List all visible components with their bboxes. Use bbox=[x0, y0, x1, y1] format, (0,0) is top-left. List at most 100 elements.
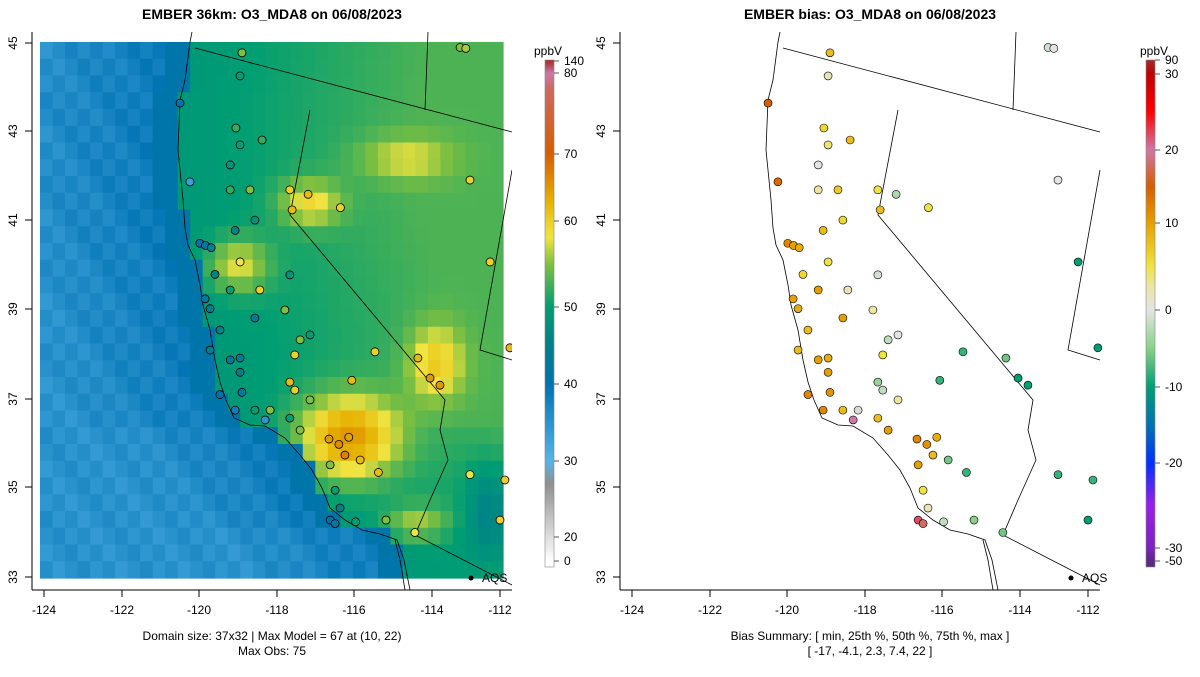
model-cell bbox=[265, 360, 279, 378]
model-cell bbox=[327, 75, 341, 93]
station-marker bbox=[773, 177, 783, 187]
station-marker bbox=[962, 468, 971, 477]
model-cell bbox=[240, 243, 254, 261]
model-cell bbox=[215, 343, 229, 361]
model-cell bbox=[477, 209, 492, 227]
model-cell bbox=[127, 527, 141, 546]
model-cell bbox=[40, 310, 54, 328]
model-cell bbox=[215, 226, 229, 244]
model-cell bbox=[452, 276, 467, 294]
model-cell bbox=[215, 58, 229, 77]
model-cell bbox=[327, 276, 341, 294]
model-cell bbox=[190, 276, 204, 294]
station-marker bbox=[838, 405, 848, 415]
model-cell bbox=[202, 377, 216, 395]
model-cell bbox=[365, 561, 379, 579]
y-tick-label: 35 bbox=[594, 480, 608, 494]
model-cell bbox=[377, 58, 391, 77]
model-cell bbox=[440, 125, 454, 144]
model-cell bbox=[127, 259, 141, 278]
station-marker bbox=[245, 185, 255, 195]
model-cell bbox=[465, 444, 479, 462]
model-cell bbox=[152, 176, 166, 194]
model-cell bbox=[465, 393, 479, 412]
model-cell bbox=[290, 393, 304, 412]
model-cell bbox=[490, 561, 504, 579]
model-cell bbox=[52, 192, 66, 211]
model-cell bbox=[102, 360, 116, 378]
model-cell bbox=[377, 561, 391, 579]
model-cell bbox=[340, 125, 354, 144]
model-cell bbox=[452, 477, 467, 495]
colorbar-bar bbox=[1145, 59, 1156, 568]
station-marker bbox=[818, 405, 828, 415]
model-cell bbox=[177, 310, 191, 328]
model-cell bbox=[402, 511, 417, 529]
station-marker bbox=[939, 517, 948, 527]
model-cell bbox=[90, 511, 104, 529]
colorbar-tick-label: 0 bbox=[564, 554, 571, 568]
station-marker bbox=[924, 203, 933, 212]
station-marker bbox=[200, 294, 210, 304]
x-tick-label: -116 bbox=[930, 603, 953, 617]
model-cell bbox=[390, 377, 404, 395]
model-cell bbox=[327, 326, 341, 345]
model-cell bbox=[452, 159, 467, 177]
model-cell bbox=[452, 360, 467, 378]
model-cell bbox=[202, 544, 216, 562]
model-cell bbox=[140, 42, 154, 60]
model-cell bbox=[490, 477, 504, 495]
model-cell bbox=[77, 561, 91, 579]
station-marker bbox=[485, 257, 495, 267]
x-tick-label: -112 bbox=[488, 603, 511, 617]
model-cell bbox=[352, 343, 366, 361]
station-marker bbox=[285, 377, 295, 387]
model-cell bbox=[340, 58, 354, 77]
model-cell bbox=[452, 427, 467, 445]
station-marker bbox=[819, 123, 829, 133]
x-tick-label: -124 bbox=[32, 603, 56, 617]
model-cell bbox=[452, 75, 467, 93]
model-cell bbox=[377, 176, 391, 194]
model-cell bbox=[65, 209, 79, 227]
model-cell bbox=[402, 259, 417, 278]
model-cell bbox=[152, 477, 166, 495]
model-cell bbox=[177, 343, 191, 361]
model-cell bbox=[152, 125, 166, 144]
model-cell bbox=[140, 377, 154, 395]
model-cell bbox=[340, 393, 354, 412]
model-cell bbox=[127, 226, 141, 244]
model-cell bbox=[315, 58, 329, 77]
model-cell bbox=[340, 310, 354, 328]
model-cell bbox=[490, 142, 504, 160]
y-tick-label: 43 bbox=[6, 124, 20, 138]
model-cell bbox=[302, 410, 316, 428]
state-border bbox=[877, 109, 1101, 586]
model-cell bbox=[440, 92, 454, 110]
aqs-legend: AQS bbox=[468, 571, 507, 585]
model-cell bbox=[490, 109, 504, 127]
model-cell bbox=[490, 125, 504, 144]
model-cell bbox=[190, 326, 204, 345]
x-tick-label: -120 bbox=[187, 603, 211, 617]
model-cell bbox=[277, 527, 291, 546]
model-cell bbox=[115, 209, 129, 227]
model-cell bbox=[215, 276, 229, 294]
model-cell bbox=[302, 109, 316, 127]
model-cell bbox=[340, 527, 354, 546]
station-marker bbox=[943, 455, 953, 465]
model-cell bbox=[340, 293, 354, 311]
model-cell bbox=[390, 243, 404, 261]
model-cell bbox=[227, 527, 241, 546]
model-cell bbox=[415, 544, 429, 562]
model-cell bbox=[140, 527, 154, 546]
model-cell bbox=[377, 427, 391, 445]
model-cell bbox=[277, 92, 291, 110]
model-cell bbox=[52, 159, 66, 177]
model-cell bbox=[165, 494, 179, 512]
station-marker bbox=[788, 294, 798, 304]
model-cell bbox=[115, 159, 129, 177]
model-cell bbox=[165, 310, 179, 328]
model-cell bbox=[240, 410, 254, 428]
model-cell bbox=[452, 243, 467, 261]
